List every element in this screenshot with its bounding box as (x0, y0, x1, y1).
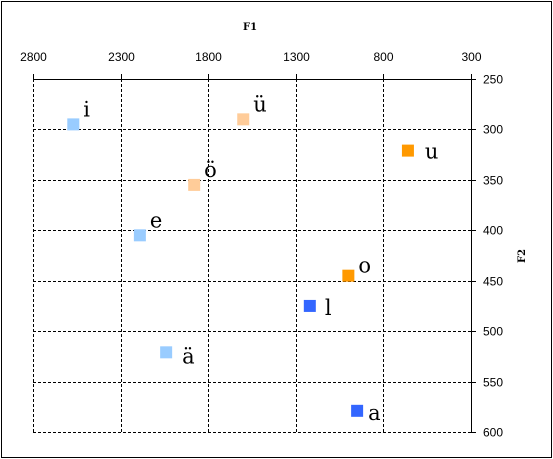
x-tick-label: 1300 (283, 50, 310, 64)
y-tick-label: 300 (483, 123, 503, 137)
x-tick-label: 800 (373, 50, 393, 64)
data-point-marker (67, 118, 80, 131)
data-point-label: a (368, 401, 381, 425)
y-tick-label: 550 (483, 376, 503, 390)
x-tick-label: 1800 (195, 50, 222, 64)
data-point-label: ä (182, 344, 195, 368)
x-tick-label: 2300 (108, 50, 135, 64)
data-point-label: l (325, 296, 332, 320)
data-point-marker (160, 346, 173, 359)
grid-lines (33, 79, 471, 433)
tick-labels: 2800 2300 1800 1300 800 300250300350400450500… (20, 50, 503, 440)
data-point-marker (351, 404, 364, 417)
data-point-marker (133, 229, 146, 242)
data-point-marker (342, 269, 355, 282)
data-point-label: o (358, 254, 371, 278)
data-point-label: ö (204, 158, 217, 182)
point-labels: i ü u ö e o l ä a (83, 92, 438, 424)
axes (33, 74, 476, 433)
y-tick-label: 450 (483, 275, 503, 289)
data-point-label: e (150, 208, 162, 232)
data-points (67, 113, 414, 417)
data-point-marker (188, 178, 201, 191)
y-tick-label: 600 (483, 426, 503, 440)
x-axis-title: F1 (243, 22, 257, 33)
y-tick-label: 250 (483, 73, 503, 87)
data-point-label: ü (253, 92, 267, 116)
data-point-label: i (83, 97, 90, 121)
y-tick-label: 500 (483, 325, 503, 339)
data-point-marker (401, 144, 414, 157)
y-tick-label: 350 (483, 174, 503, 188)
data-point-marker (237, 113, 250, 126)
y-tick-label: 400 (483, 224, 503, 238)
x-tick-label: 2800 (20, 50, 47, 64)
x-tick-label: 300 (461, 50, 481, 64)
data-point-marker (303, 299, 316, 312)
data-point-label: u (425, 140, 439, 164)
y-axis-title: F2 (517, 249, 528, 263)
